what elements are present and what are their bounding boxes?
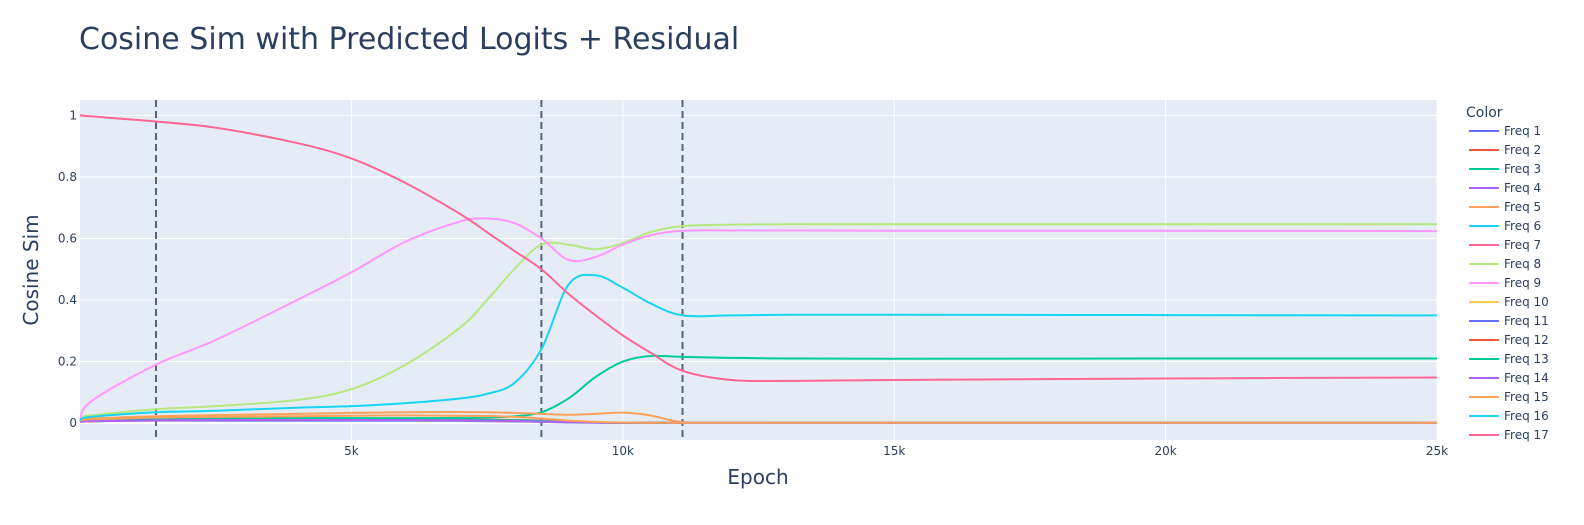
x-axis-ticks: 5k 10k 15k 20k 25k [344,444,1448,458]
legend-item[interactable]: Freq 13 [1469,352,1549,366]
y-tick-label: 1 [69,108,77,122]
y-tick-label: 0 [69,416,77,430]
legend-item[interactable]: Freq 2 [1469,143,1541,157]
y-tick-label: 0.4 [58,293,77,307]
legend-label: Freq 4 [1504,181,1541,195]
y-tick-label: 0.6 [58,231,77,245]
series-line-freq-15 [79,414,1437,424]
legend-item[interactable]: Freq 15 [1469,390,1549,404]
legend-label: Freq 14 [1504,371,1549,385]
legend-label: Freq 9 [1504,276,1541,290]
legend-label: Freq 15 [1504,390,1549,404]
legend-label: Freq 10 [1504,295,1549,309]
legend-item[interactable]: Freq 11 [1469,314,1549,328]
legend-label: Freq 16 [1504,409,1549,423]
legend-item[interactable]: Freq 4 [1469,181,1541,195]
x-tick-label: 20k [1154,444,1176,458]
series-line-freq-8 [79,223,1438,419]
series-line-freq-3 [79,354,1438,422]
x-tick-label: 25k [1426,444,1448,458]
legend-label: Freq 1 [1504,124,1541,138]
chart-title: Cosine Sim with Predicted Logits + Resid… [79,22,739,57]
plot-area-background [80,100,1437,440]
legend-item[interactable]: Freq 14 [1469,371,1549,385]
series-line-freq-16 [79,273,1438,421]
y-axis-ticks: 0 0.2 0.4 0.6 0.8 1 [58,108,77,430]
x-tick-label: 10k [612,444,634,458]
legend-label: Freq 3 [1504,162,1541,176]
legend-label: Freq 13 [1504,352,1549,366]
series-lines [79,114,1438,424]
legend-item[interactable]: Freq 9 [1469,276,1541,290]
legend-label: Freq 6 [1504,219,1541,233]
legend-label: Freq 12 [1504,333,1549,347]
series-line-freq-9 [79,217,1438,423]
legend-item[interactable]: Freq 3 [1469,162,1541,176]
legend-label: Freq 11 [1504,314,1549,328]
legend-label: Freq 2 [1504,143,1541,157]
legend-item[interactable]: Freq 5 [1469,200,1541,214]
legend-label: Freq 8 [1504,257,1541,271]
legend-item[interactable]: Freq 10 [1469,295,1549,309]
legend-item[interactable]: Freq 12 [1469,333,1549,347]
y-tick-label: 0.2 [58,355,77,369]
series-line-freq-17 [79,114,1438,383]
legend-item[interactable]: Freq 17 [1469,428,1549,442]
y-tick-label: 0.8 [58,170,77,184]
x-axis-title: Epoch [727,465,788,489]
legend-items: Freq 1 Freq 2 Freq 3 Freq 4 Freq 5 Freq 6 Freq… [1469,124,1549,442]
legend-label: Freq 7 [1504,238,1541,252]
x-tick-label: 5k [344,444,359,458]
legend-item[interactable]: Freq 6 [1469,219,1541,233]
legend-item[interactable]: Freq 8 [1469,257,1541,271]
x-tick-label: 15k [883,444,905,458]
legend-item[interactable]: Freq 7 [1469,238,1541,252]
legend-item[interactable]: Freq 1 [1469,124,1541,138]
legend-item[interactable]: Freq 16 [1469,409,1549,423]
legend-title: Color [1466,105,1503,121]
legend-label: Freq 17 [1504,428,1549,442]
legend-label: Freq 5 [1504,200,1541,214]
y-axis-title: Cosine Sim [19,214,43,325]
